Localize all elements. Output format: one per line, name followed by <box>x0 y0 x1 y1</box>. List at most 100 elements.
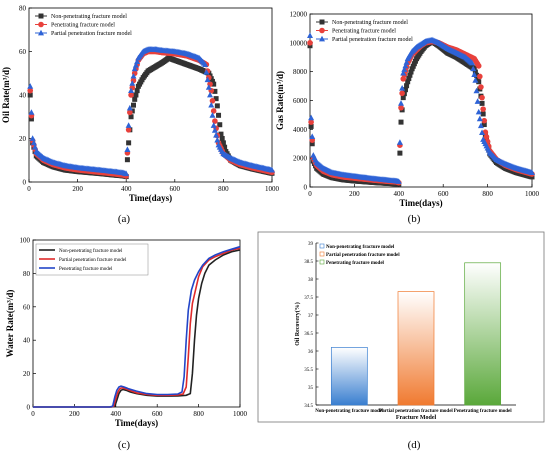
data-point <box>479 129 486 135</box>
data-point <box>309 133 316 139</box>
data-point <box>217 122 223 128</box>
data-point <box>309 141 315 147</box>
legend-swatch <box>319 251 325 257</box>
legend-label: Partial penetration fracture model <box>59 258 127 263</box>
y-axis-title: Water Rate(m³/d) <box>5 290 15 358</box>
series-line <box>33 247 241 408</box>
x-axis-title: Time(days) <box>129 193 172 203</box>
data-point <box>399 90 405 97</box>
data-point <box>210 108 217 114</box>
data-point <box>476 115 483 122</box>
data-point <box>216 112 222 118</box>
data-point <box>213 132 220 138</box>
data-point <box>214 136 221 143</box>
data-point <box>529 174 535 180</box>
data-point <box>269 166 275 173</box>
legend-label: Partial penetration fracture model <box>332 36 413 43</box>
data-point <box>474 98 481 104</box>
data-point <box>473 87 480 94</box>
x-tick-label: 1000 <box>233 410 248 418</box>
y-tick-label: 20 <box>23 370 31 378</box>
data-point <box>472 69 478 75</box>
chart-panel-2: 0 200 400 600 800 1000 0 20 40 60 80 100 Time(days) W… <box>5 237 248 452</box>
data-point <box>399 85 406 91</box>
data-point <box>27 92 33 98</box>
legend-label: Penetrating fracture model <box>332 28 396 35</box>
data-point <box>475 63 482 69</box>
y-tick-label: 35 <box>308 386 314 391</box>
y-tick-label: 35.5 <box>304 368 313 373</box>
legend-marker <box>319 27 325 34</box>
data-point <box>124 157 130 163</box>
data-point <box>134 88 140 94</box>
data-point <box>480 111 486 117</box>
data-point <box>400 69 407 76</box>
data-point <box>483 134 490 140</box>
y-tick-label: 80 <box>23 270 31 278</box>
data-point <box>130 72 137 79</box>
data-point <box>477 73 483 80</box>
data-point <box>134 58 141 65</box>
data-point <box>308 123 314 129</box>
data-point <box>222 144 228 150</box>
data-point <box>308 114 315 121</box>
data-point <box>481 122 487 128</box>
data-point <box>470 65 477 72</box>
y-tick-label: 39 <box>308 242 314 247</box>
data-point <box>307 40 313 46</box>
data-point <box>475 108 482 115</box>
data-point <box>398 100 405 106</box>
y-tick-label: 80 <box>19 5 27 13</box>
data-point <box>211 127 218 133</box>
legend-marker <box>38 13 44 19</box>
data-point <box>128 114 134 120</box>
y-tick-label: 60 <box>23 303 31 311</box>
panel-label: (d) <box>408 439 421 451</box>
data-point <box>207 91 214 98</box>
y-tick-label: 0 <box>304 184 308 192</box>
data-point <box>129 108 135 114</box>
x-tick-label: 400 <box>111 410 122 418</box>
x-tick-label: 600 <box>152 410 163 418</box>
data-point <box>125 127 132 133</box>
data-point <box>208 101 215 108</box>
x-tick-label: Partial penetration fracture model <box>379 409 453 414</box>
data-point <box>481 117 488 124</box>
data-point <box>211 81 217 87</box>
data-point <box>210 122 217 128</box>
y-tick-label: 100 <box>20 237 31 245</box>
y-tick-label: 38 <box>308 278 314 283</box>
legend-label: Partial penetration fracture model <box>51 30 132 37</box>
data-point <box>124 146 131 152</box>
data-point <box>132 62 139 68</box>
data-point <box>32 144 39 150</box>
y-tick-label: 40 <box>19 92 27 100</box>
x-tick-label: 600 <box>438 190 449 198</box>
data-point <box>397 150 403 156</box>
data-point <box>209 98 216 104</box>
panel-label: (a) <box>118 213 131 225</box>
bar <box>464 262 502 406</box>
y-tick-label: 60 <box>19 48 27 56</box>
x-tick-label: 1000 <box>525 190 540 198</box>
x-tick-label: 400 <box>394 190 405 198</box>
data-point <box>408 69 414 75</box>
data-point <box>469 59 476 66</box>
data-point <box>202 61 209 67</box>
data-point <box>307 43 313 49</box>
x-tick-label: 800 <box>193 410 204 418</box>
data-point <box>409 66 415 72</box>
data-point <box>529 169 535 175</box>
y-axis-title: Oil Recovery(%) <box>294 302 301 345</box>
data-point <box>220 140 226 146</box>
legend-label: Non-penetrating fracture model <box>332 19 408 26</box>
data-point <box>398 119 404 125</box>
data-point <box>308 119 314 125</box>
series-2 <box>27 46 275 177</box>
panel-label: (b) <box>408 213 421 225</box>
legend-label: Non-penetrating fracture model <box>326 245 395 250</box>
x-tick-label: 0 <box>27 185 31 193</box>
chart-panel-0: 0 200 400 600 800 1000 0 20 40 60 80 Time(days) Oil … <box>1 5 280 226</box>
data-point <box>29 135 36 141</box>
